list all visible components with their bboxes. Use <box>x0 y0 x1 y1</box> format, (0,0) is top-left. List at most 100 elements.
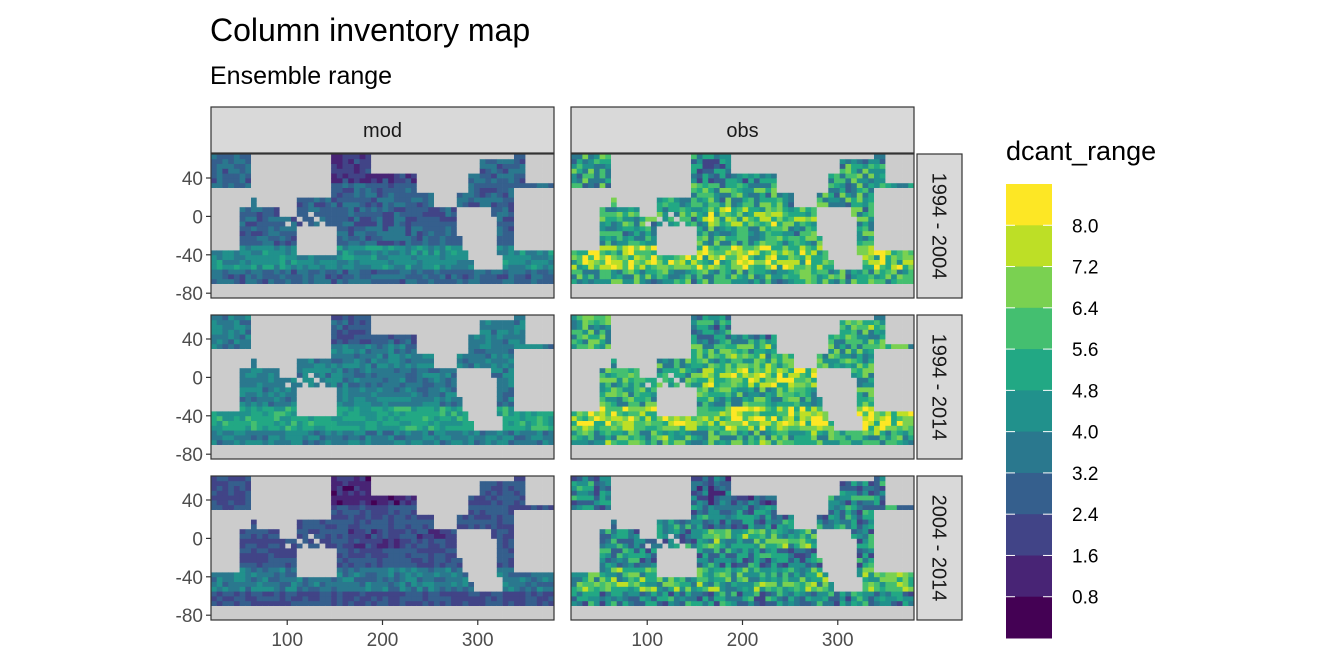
heatmap-cell <box>336 319 343 325</box>
heatmap-cell <box>776 259 783 265</box>
heatmap-cell <box>468 240 475 246</box>
heatmap-cell <box>445 274 452 280</box>
heatmap-cell <box>588 250 595 256</box>
heatmap-cell <box>256 358 263 364</box>
heatmap-cell <box>531 202 538 208</box>
heatmap-cell <box>273 264 280 270</box>
heatmap-cell <box>748 254 755 260</box>
heatmap-cell <box>874 182 881 188</box>
heatmap-cell <box>851 197 858 203</box>
heatmap-cell <box>776 250 783 256</box>
heatmap-cell <box>571 187 578 193</box>
heatmap-cell <box>645 235 652 241</box>
heatmap-cell <box>508 211 515 217</box>
heatmap-cell <box>668 283 675 289</box>
heatmap-cell <box>628 221 635 227</box>
heatmap-cell <box>536 211 543 217</box>
heatmap-cell <box>593 158 600 164</box>
heatmap-cell <box>622 278 629 284</box>
heatmap-cell <box>268 264 275 270</box>
heatmap-cell <box>405 168 412 174</box>
heatmap-cell <box>874 250 881 256</box>
heatmap-cell <box>576 187 583 193</box>
heatmap-cell <box>519 187 526 193</box>
heatmap-cell <box>233 221 240 227</box>
heatmap-cell <box>325 230 332 236</box>
heatmap-cell <box>639 283 646 289</box>
heatmap-cell <box>902 264 909 270</box>
heatmap-cell <box>262 250 269 256</box>
heatmap-cell <box>588 211 595 217</box>
heatmap-cell <box>742 278 749 284</box>
heatmap-cell <box>365 187 372 193</box>
heatmap-cell <box>799 163 806 169</box>
heatmap-cell <box>702 173 709 179</box>
heatmap-cell <box>353 372 360 378</box>
heatmap-cell <box>708 187 715 193</box>
heatmap-cell <box>811 288 818 294</box>
heatmap-cell <box>456 197 463 203</box>
heatmap-cell <box>879 206 886 212</box>
heatmap-cell <box>262 420 269 426</box>
heatmap-cell <box>233 372 240 378</box>
heatmap-cell <box>365 254 372 260</box>
heatmap-cell <box>571 278 578 284</box>
heatmap-cell <box>811 259 818 265</box>
heatmap-cell <box>228 396 235 402</box>
heatmap-cell <box>382 449 389 455</box>
heatmap-cell <box>713 250 720 256</box>
heatmap-cell <box>862 192 869 198</box>
heatmap-cell <box>376 329 383 335</box>
heatmap-cell <box>359 163 366 169</box>
heatmap-cell <box>359 430 366 436</box>
heatmap-cell <box>651 182 658 188</box>
heatmap-cell <box>668 264 675 270</box>
heatmap-cell <box>519 158 526 164</box>
heatmap-cell <box>468 444 475 450</box>
heatmap-cell <box>862 293 869 299</box>
heatmap-cell <box>325 444 332 450</box>
heatmap-cell <box>908 187 915 193</box>
heatmap-cell <box>428 367 435 373</box>
heatmap-cell <box>731 259 738 265</box>
column-strip-label: obs <box>726 120 758 142</box>
heatmap-cell <box>908 274 915 280</box>
heatmap-cell <box>393 259 400 265</box>
heatmap-cell <box>702 269 709 275</box>
heatmap-cell <box>628 240 635 246</box>
heatmap-cell <box>651 235 658 241</box>
heatmap-cell <box>719 154 726 160</box>
heatmap-cell <box>725 283 732 289</box>
heatmap-cell <box>399 278 406 284</box>
heatmap-cell <box>525 163 532 169</box>
heatmap-cell <box>422 230 429 236</box>
heatmap-cell <box>422 348 429 354</box>
heatmap-cell <box>599 254 606 260</box>
heatmap-cell <box>348 254 355 260</box>
heatmap-cell <box>536 187 543 193</box>
heatmap-cell <box>388 353 395 359</box>
heatmap-cell <box>239 387 246 393</box>
heatmap-cell <box>908 226 915 232</box>
heatmap-cell <box>325 387 332 393</box>
heatmap-cell <box>256 435 263 441</box>
heatmap-cell <box>285 206 292 212</box>
heatmap-cell <box>371 216 378 222</box>
heatmap-cell <box>336 154 343 160</box>
heatmap-cell <box>268 211 275 217</box>
heatmap-cell <box>388 396 395 402</box>
heatmap-cell <box>605 154 612 160</box>
heatmap-cell <box>216 339 223 345</box>
heatmap-cell <box>233 269 240 275</box>
heatmap-cell <box>588 278 595 284</box>
heatmap-cell <box>245 406 252 412</box>
column-strip-mod <box>210 106 555 154</box>
heatmap-cell <box>342 387 349 393</box>
heatmap-cell <box>782 158 789 164</box>
heatmap-cell <box>479 197 486 203</box>
heatmap-cell <box>713 264 720 270</box>
heatmap-cell <box>331 415 338 421</box>
heatmap-cell <box>222 216 229 222</box>
heatmap-cell <box>222 396 229 402</box>
heatmap-cell <box>639 192 646 198</box>
